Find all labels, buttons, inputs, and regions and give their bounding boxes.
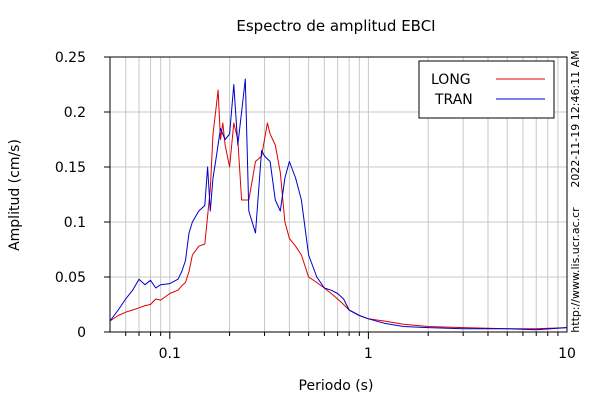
x-tick-label: 10 [558,346,576,362]
y-tick-label: 0.15 [55,160,86,176]
legend-box [418,60,555,119]
x-tick-label: 1 [364,346,373,362]
y-tick-label: 0.2 [64,105,86,121]
series-line-tran [109,78,568,331]
y-axis-label: Amplitud (cm/s) [7,139,23,251]
axes: 0 0.05 0.1 0.15 0.2 0.25 0.1 1 10 [55,50,576,362]
grid [110,57,567,332]
x-tick-label: 0.1 [159,346,181,362]
y-tick-label: 0.1 [64,215,86,231]
series-lines [109,78,568,331]
source-url-text: http://www.lis.ucr.ac.cr [569,207,582,333]
y-tick-label: 0.25 [55,50,86,66]
x-axis-label: Periodo (s) [299,378,374,394]
legend-label-tran: TRAN [434,92,473,108]
plot-frame [109,56,568,333]
y-tick-label: 0.05 [55,270,86,286]
legend-label-long: LONG [431,72,471,88]
y-tick-label: 0 [77,325,86,341]
legend: LONG TRAN [418,60,555,119]
chart-title: Espectro de amplitud EBCI [236,17,435,35]
timestamp-text: 2022-11-19 12:46:11 AM [569,50,582,187]
